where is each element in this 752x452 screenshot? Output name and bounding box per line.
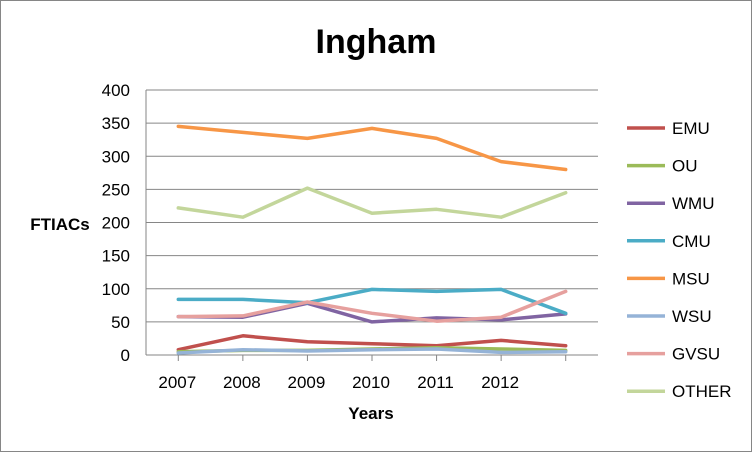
y-tick-label: 400 — [102, 81, 130, 100]
series-line-cmu — [176, 287, 568, 316]
x-tick-label: 2012 — [481, 373, 519, 392]
series-line-gvsu — [176, 289, 568, 323]
series-line-wsu — [176, 347, 568, 355]
legend-label: CMU — [672, 232, 711, 251]
legend-label: EMU — [672, 119, 710, 138]
legend-label: MSU — [672, 269, 710, 288]
legend-label: WMU — [672, 194, 714, 213]
series-line-emu — [176, 334, 568, 352]
legend-label: OTHER — [672, 382, 732, 401]
series-lines — [176, 124, 568, 355]
x-tick-label: 2007 — [158, 373, 196, 392]
y-tick-label: 0 — [121, 346, 130, 365]
legend-label: GVSU — [672, 345, 720, 364]
chart-title: Ingham — [316, 23, 437, 61]
y-tick-label: 200 — [102, 214, 130, 233]
y-tick-label: 100 — [102, 280, 130, 299]
y-tick-label: 250 — [102, 180, 130, 199]
y-tick-label: 50 — [111, 313, 130, 332]
x-tick-label: 2010 — [352, 373, 390, 392]
y-tick-label: 150 — [102, 247, 130, 266]
x-axis-label: Years — [348, 404, 393, 423]
gridlines — [146, 89, 598, 323]
y-axis-label: FTIACs — [30, 215, 90, 234]
y-tick-label: 350 — [102, 114, 130, 133]
legend-label: WSU — [672, 307, 712, 326]
x-tick-label: 2008 — [223, 373, 261, 392]
x-tick-labels: 2007 2008 2009 2010 2011 2012 — [158, 373, 519, 392]
x-tick-label: 2009 — [288, 373, 326, 392]
y-tick-label: 300 — [102, 147, 130, 166]
y-tick-labels: 0 50 100 150 200 250 300 350 400 — [102, 81, 130, 365]
axes — [145, 90, 598, 361]
x-tick-label: 2011 — [417, 373, 454, 392]
series-line-other — [176, 186, 568, 219]
series-line-msu — [176, 124, 568, 172]
legend: EMU OU WMU CMU MSU WSU GVSU OTHER — [627, 119, 732, 401]
legend-label: OU — [672, 157, 698, 176]
